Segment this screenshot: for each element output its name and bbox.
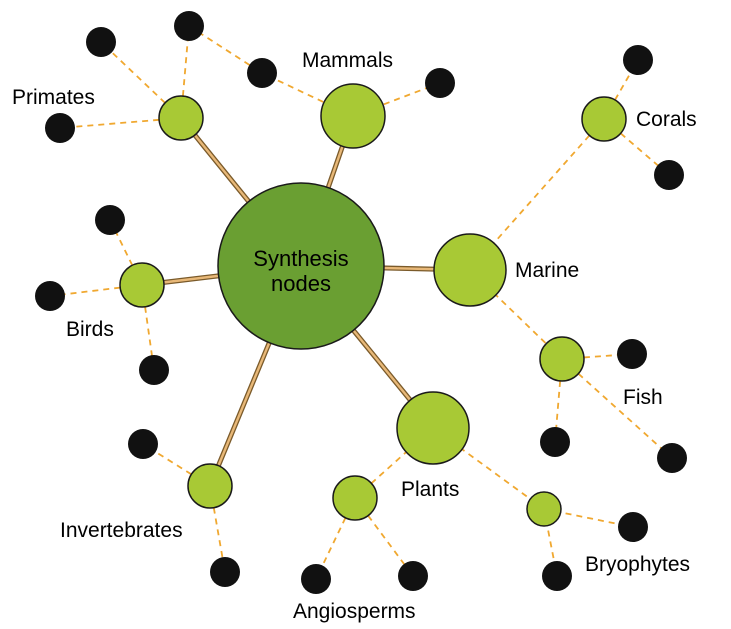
- label-invertebrates: Invertebrates: [60, 519, 183, 542]
- node-invertebrates: [187, 463, 233, 509]
- node-primates: [158, 95, 204, 141]
- node-birds: [119, 262, 165, 308]
- node-corals: [581, 96, 627, 142]
- leaf-node: [128, 429, 158, 459]
- label-bryophytes: Bryophytes: [585, 553, 690, 576]
- leaf-node: [247, 58, 277, 88]
- label-fish: Fish: [623, 386, 663, 409]
- leaf-node: [623, 45, 653, 75]
- label-birds: Birds: [66, 318, 114, 341]
- leaf-node: [398, 561, 428, 591]
- dashed-edge: [59, 117, 182, 129]
- leaf-node: [425, 68, 455, 98]
- leaf-node: [654, 160, 684, 190]
- node-plants: [396, 391, 470, 465]
- label-marine: Marine: [515, 259, 579, 282]
- label-corals: Corals: [636, 108, 697, 131]
- label-mammals: Mammals: [302, 49, 393, 72]
- category-nodes: [119, 83, 627, 527]
- center-label-line1: Synthesis: [253, 246, 348, 271]
- node-mammals: [320, 83, 386, 149]
- leaf-node: [95, 205, 125, 235]
- dashed-edge: [100, 41, 182, 119]
- leaf-node: [139, 355, 169, 385]
- center-node: [217, 182, 385, 350]
- label-primates: Primates: [12, 86, 95, 109]
- leaf-node: [35, 281, 65, 311]
- leaf-node: [657, 443, 687, 473]
- leaf-nodes: [35, 11, 687, 594]
- center-label-line2: nodes: [271, 271, 331, 296]
- label-angiosperms: Angiosperms: [293, 600, 416, 623]
- leaf-node: [45, 113, 75, 143]
- leaf-node: [540, 427, 570, 457]
- leaf-node: [542, 561, 572, 591]
- leaf-node: [86, 27, 116, 57]
- leaf-node: [617, 339, 647, 369]
- leaf-node: [618, 512, 648, 542]
- dashed-edge: [561, 358, 673, 459]
- node-marine: [433, 233, 507, 307]
- leaf-node: [174, 11, 204, 41]
- node-fish: [539, 336, 585, 382]
- label-plants: Plants: [401, 478, 459, 501]
- node-angiosperms: [332, 475, 378, 521]
- leaf-node: [301, 564, 331, 594]
- node-bryophytes: [526, 491, 562, 527]
- leaf-node: [210, 557, 240, 587]
